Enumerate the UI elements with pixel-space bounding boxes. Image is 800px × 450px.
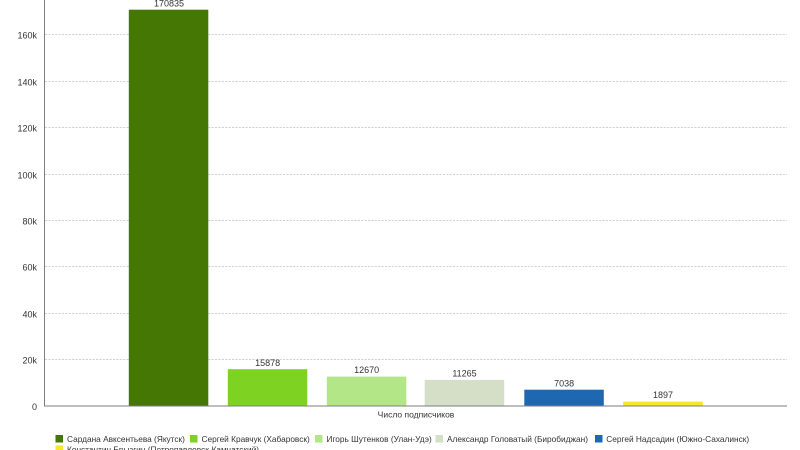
svg-text:1897: 1897 xyxy=(653,390,673,400)
svg-text:Игорь Шутенков (Улан-Удэ): Игорь Шутенков (Улан-Удэ) xyxy=(327,434,432,444)
svg-text:7038: 7038 xyxy=(554,378,574,388)
svg-text:12670: 12670 xyxy=(354,365,379,375)
svg-text:0: 0 xyxy=(32,402,37,412)
svg-text:40k: 40k xyxy=(22,310,37,320)
svg-text:Число подписчиков: Число подписчиков xyxy=(378,410,455,420)
svg-text:Константин Брызгин (Петропавло: Константин Брызгин (Петропавловск-Камчат… xyxy=(67,445,259,450)
svg-text:120k: 120k xyxy=(17,124,37,134)
svg-text:Сергей Кравчук (Хабаровск): Сергей Кравчук (Хабаровск) xyxy=(202,434,311,444)
svg-text:Сергей Надсадин (Южно-Сахалинс: Сергей Надсадин (Южно-Сахалинск) xyxy=(606,434,749,444)
svg-text:20k: 20k xyxy=(22,356,37,366)
svg-text:140k: 140k xyxy=(17,78,37,88)
svg-text:100k: 100k xyxy=(17,171,37,181)
svg-text:80k: 80k xyxy=(22,217,37,227)
svg-text:160k: 160k xyxy=(17,31,37,41)
svg-text:170835: 170835 xyxy=(154,0,184,8)
svg-text:Сардана Авксентьева (Якутск): Сардана Авксентьева (Якутск) xyxy=(67,434,185,444)
svg-text:60k: 60k xyxy=(22,263,37,273)
svg-text:Александр Головатый (Биробиджа: Александр Головатый (Биробиджан) xyxy=(447,434,588,444)
svg-text:15878: 15878 xyxy=(255,358,280,368)
svg-text:11265: 11265 xyxy=(452,369,476,379)
